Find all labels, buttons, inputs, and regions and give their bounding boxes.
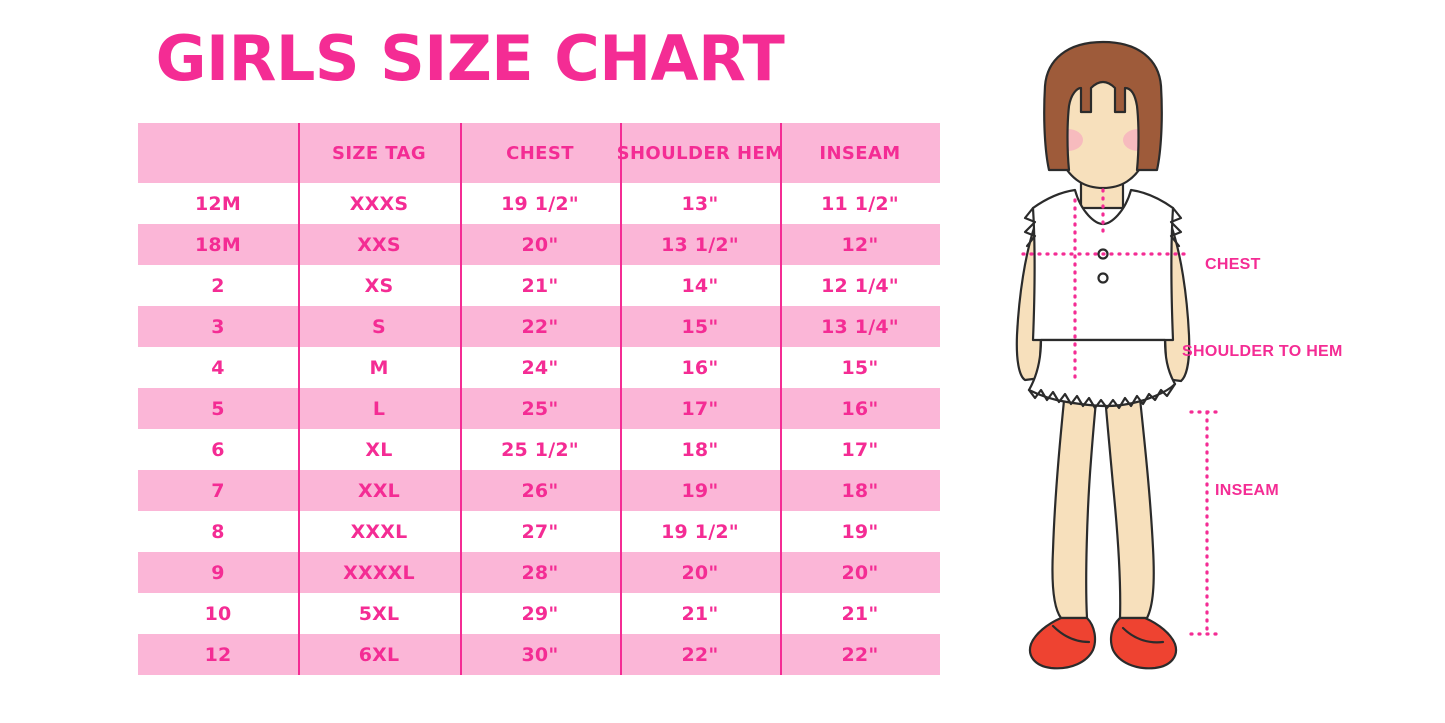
cell-shoulder-hem: 13" [681, 192, 719, 215]
cell-chest: 21" [521, 274, 559, 297]
table-row: 8 XXXL 27" 19 1/2" 19" [138, 511, 940, 552]
cell-size: 6 [211, 438, 225, 461]
cell-shoulder-hem: 16" [681, 356, 719, 379]
cell-size-tag: XL [365, 438, 393, 461]
cell-size-tag: M [369, 356, 389, 379]
header-cell-size [138, 123, 298, 183]
cell-inseam: 21" [841, 602, 879, 625]
cell-shoulder-hem: 19" [681, 479, 719, 502]
cell-shoulder-hem: 17" [681, 397, 719, 420]
leg-right [1101, 368, 1155, 620]
table-row: 7 XXL 26" 19" 18" [138, 470, 940, 511]
cell-inseam: 17" [841, 438, 879, 461]
table-row: 18M XXS 20" 13 1/2" 12" [138, 224, 940, 265]
cell-size-tag: XXXS [349, 192, 409, 215]
cell-chest: 30" [521, 643, 559, 666]
header-cell-chest: CHEST [506, 142, 574, 164]
cell-size-tag: S [372, 315, 386, 338]
cell-shoulder-hem: 21" [681, 602, 719, 625]
cell-chest: 29" [521, 602, 559, 625]
table-row: 2 XS 21" 14" 12 1/4" [138, 265, 940, 306]
top-shoulder-ruffle-left [1023, 206, 1037, 248]
header-cell-size-tag: SIZE TAG [331, 142, 427, 164]
table-row: 9 XXXXL 28" 20" 20" [138, 552, 940, 593]
cell-size: 5 [211, 397, 225, 420]
cell-size-tag: XXXL [350, 520, 408, 543]
header-cell-inseam: INSEAM [819, 142, 901, 164]
cell-size: 18M [195, 233, 241, 256]
cell-inseam: 12 1/4" [821, 274, 899, 297]
top-shoulder-ruffle-right [1169, 206, 1183, 248]
shoe-left-strap [1051, 624, 1091, 644]
cell-chest: 26" [521, 479, 559, 502]
cell-shoulder-hem: 14" [681, 274, 719, 297]
cell-inseam: 12" [841, 233, 879, 256]
shoe-left [1028, 616, 1097, 670]
chest-measure-label: CHEST [1205, 256, 1261, 273]
cell-shoulder-hem: 20" [681, 561, 719, 584]
cell-size: 9 [211, 561, 225, 584]
cell-size: 10 [204, 602, 232, 625]
cell-shoulder-hem: 19 1/2" [661, 520, 739, 543]
table-row: 3 S 22" 15" 13 1/4" [138, 306, 940, 347]
cell-inseam: 20" [841, 561, 879, 584]
cell-chest: 22" [521, 315, 559, 338]
cell-size-tag: XS [364, 274, 394, 297]
table-row: 10 5XL 29" 21" 21" [138, 593, 940, 634]
cell-chest: 20" [521, 233, 559, 256]
shoe-right [1109, 616, 1178, 670]
top-bodice [1031, 188, 1175, 342]
cell-inseam: 22" [841, 643, 879, 666]
cell-chest: 25" [521, 397, 559, 420]
header-cell-shoulder-hem: SHOULDER HEM [616, 142, 784, 164]
cell-size: 3 [211, 315, 225, 338]
table-row: 6 XL 25 1/2" 18" 17" [138, 429, 940, 470]
cell-size: 4 [211, 356, 225, 379]
table-row: 5 L 25" 17" 16" [138, 388, 940, 429]
shoulder-to-hem-measure-label: SHOULDER TO HEM [1182, 343, 1343, 360]
size-table: SIZE TAG CHEST SHOULDER HEM INSEAM 12M X… [138, 123, 940, 675]
bloomers-ruffle-hem [1027, 382, 1177, 410]
button-bottom [1097, 272, 1109, 284]
table-row: 12 6XL 30" 22" 22" [138, 634, 940, 675]
page-title: GIRLS SIZE CHART [155, 22, 785, 95]
cell-size-tag: XXS [357, 233, 401, 256]
hair [1043, 40, 1163, 172]
cell-size-tag: XXL [357, 479, 400, 502]
shoe-right-strap [1121, 626, 1165, 644]
cell-chest: 24" [521, 356, 559, 379]
cell-size: 12 [204, 643, 232, 666]
leg-left [1051, 368, 1101, 620]
inseam-measure-label: INSEAM [1215, 482, 1280, 499]
cell-size: 7 [211, 479, 225, 502]
cell-size: 12M [195, 192, 241, 215]
cell-size-tag: 5XL [358, 602, 400, 625]
cell-inseam: 13 1/4" [821, 315, 899, 338]
cell-chest: 25 1/2" [501, 438, 579, 461]
cell-shoulder-hem: 15" [681, 315, 719, 338]
cell-size-tag: XXXXL [343, 561, 415, 584]
table-row: 12M XXXS 19 1/2" 13" 11 1/2" [138, 183, 940, 224]
cell-chest: 19 1/2" [501, 192, 579, 215]
cell-inseam: 15" [841, 356, 879, 379]
cell-size: 2 [211, 274, 225, 297]
cell-shoulder-hem: 22" [681, 643, 719, 666]
cell-size-tag: 6XL [358, 643, 400, 666]
cell-inseam: 19" [841, 520, 879, 543]
cell-size: 8 [211, 520, 225, 543]
cell-inseam: 16" [841, 397, 879, 420]
cell-shoulder-hem: 13 1/2" [661, 233, 739, 256]
girl-figure-illustration [975, 40, 1235, 700]
cell-inseam: 11 1/2" [821, 192, 899, 215]
cell-chest: 27" [521, 520, 559, 543]
cell-shoulder-hem: 18" [681, 438, 719, 461]
table-header-row: SIZE TAG CHEST SHOULDER HEM INSEAM [138, 123, 940, 183]
cell-inseam: 18" [841, 479, 879, 502]
table-row: 4 M 24" 16" 15" [138, 347, 940, 388]
cell-chest: 28" [521, 561, 559, 584]
cell-size-tag: L [372, 397, 386, 420]
